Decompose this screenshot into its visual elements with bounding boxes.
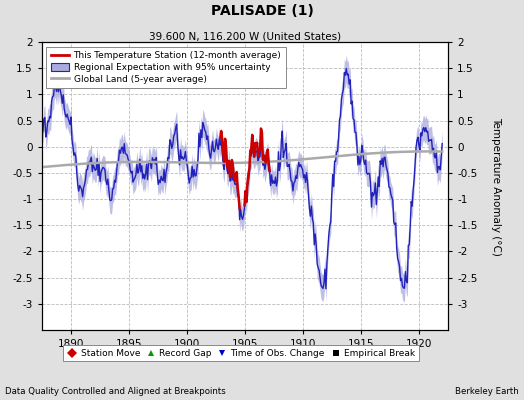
Text: Berkeley Earth: Berkeley Earth [455, 387, 519, 396]
Title: 39.600 N, 116.200 W (United States): 39.600 N, 116.200 W (United States) [149, 31, 341, 41]
Text: PALISADE (1): PALISADE (1) [211, 4, 313, 18]
Legend: This Temperature Station (12-month average), Regional Expectation with 95% uncer: This Temperature Station (12-month avera… [47, 46, 286, 88]
Legend: Station Move, Record Gap, Time of Obs. Change, Empirical Break: Station Move, Record Gap, Time of Obs. C… [63, 345, 419, 362]
Y-axis label: Temperature Anomaly (°C): Temperature Anomaly (°C) [492, 116, 501, 256]
Text: Data Quality Controlled and Aligned at Breakpoints: Data Quality Controlled and Aligned at B… [5, 387, 226, 396]
